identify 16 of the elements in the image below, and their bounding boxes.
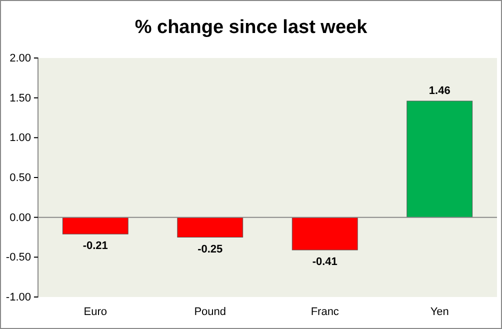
y-tick-label: 2.00 — [10, 52, 31, 65]
data-label: -0.21 — [82, 240, 108, 252]
x-tick-label: Euro — [84, 306, 107, 318]
chart-title: % change since last week — [134, 17, 368, 38]
y-tick-label: -0.50 — [6, 252, 31, 264]
y-tick-label: -1.00 — [6, 292, 31, 304]
x-tick-label: Pound — [194, 306, 226, 318]
y-tick-label: 0.50 — [10, 172, 31, 184]
y-tick-label: 0.00 — [10, 212, 31, 224]
x-tick-label: Franc — [310, 306, 340, 318]
data-label: -0.25 — [198, 243, 223, 256]
x-tick-label: Yen — [430, 306, 449, 318]
data-label: 1.46 — [428, 85, 450, 98]
data-label: -0.41 — [312, 256, 338, 268]
y-tick-label: 1.00 — [10, 132, 31, 144]
y-tick-label: 1.50 — [10, 92, 31, 104]
